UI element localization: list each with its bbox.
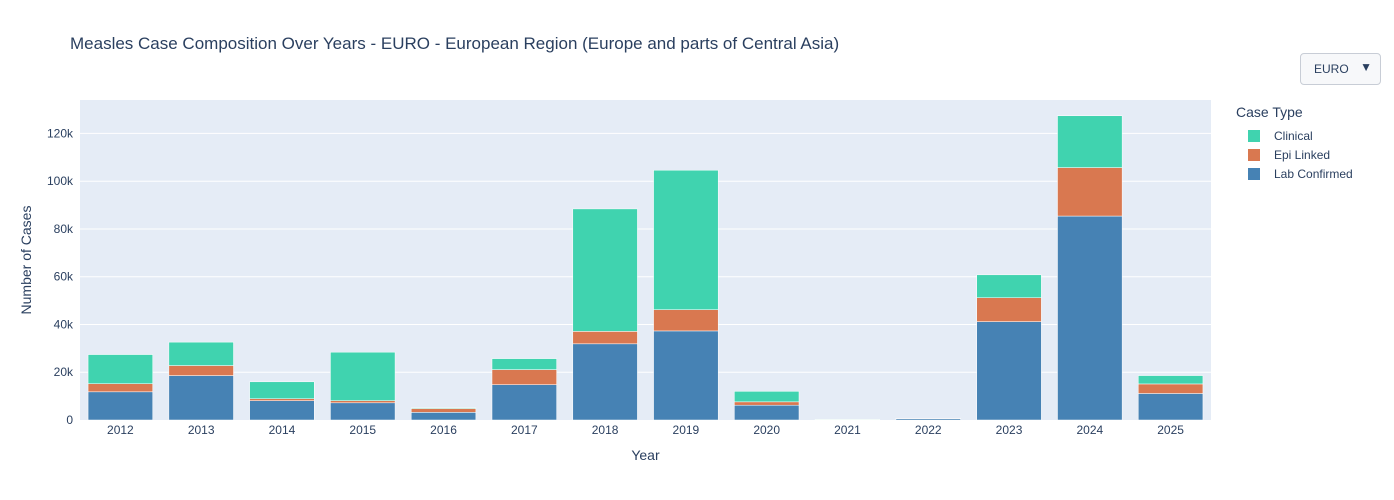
x-tick-label: 2014 [269,423,296,437]
y-tick-label: 0 [66,413,73,427]
bar-clinical-2020[interactable] [734,391,800,403]
bar-lab-confirmed-2012[interactable] [87,391,153,421]
x-tick-label: 2024 [1076,423,1103,437]
y-axis-title: Number of Cases [18,206,34,315]
bar-clinical-2018[interactable] [572,208,638,332]
y-tick-label: 100k [47,174,74,188]
legend-swatch-clinical [1248,129,1260,142]
bar-lab-confirmed-2014[interactable] [249,400,315,421]
x-tick-label: 2015 [349,423,376,437]
legend: Case Type Clinical Epi Linked Lab Confir… [1236,104,1353,183]
bar-lab-confirmed-2024[interactable] [1057,215,1123,421]
x-tick-label: 2019 [673,423,700,437]
chevron-down-icon: ▼ [1360,60,1372,74]
x-tick-label: 2020 [753,423,780,437]
bar-epi-linked-2016[interactable] [410,408,477,413]
bar-epi-linked-2012[interactable] [87,383,153,393]
bar-epi-linked-2025[interactable] [1138,383,1204,394]
x-tick-label: 2016 [430,423,457,437]
x-tick-label: 2022 [915,423,942,437]
bar-lab-confirmed-2019[interactable] [653,330,719,421]
y-tick-labels: 0 20k 40k 60k 80k 100k 120k [47,126,74,427]
x-tick-label: 2023 [996,423,1023,437]
bar-epi-linked-2023[interactable] [976,297,1042,322]
bar-clinical-2019[interactable] [653,169,719,310]
bars [87,115,1204,421]
bar-epi-linked-2015[interactable] [330,400,396,404]
bar-clinical-2016[interactable] [410,407,477,409]
bar-lab-confirmed-2023[interactable] [976,321,1042,421]
legend-swatch-epi-linked [1248,148,1260,161]
chart-title: Measles Case Composition Over Years - EU… [70,34,840,53]
bar-epi-linked-2019[interactable] [653,309,719,332]
region-dropdown[interactable]: EURO ▼ [1300,53,1381,85]
y-tick-label: 40k [54,317,74,331]
bar-lab-confirmed-2020[interactable] [734,404,800,421]
legend-swatch-lab-confirmed [1248,167,1260,180]
bar-lab-confirmed-2015[interactable] [330,402,396,421]
bar-clinical-2024[interactable] [1057,115,1123,168]
region-dropdown-label: EURO [1314,62,1349,76]
bar-lab-confirmed-2025[interactable] [1138,393,1204,421]
bar-epi-linked-2017[interactable] [491,369,557,385]
bar-clinical-2013[interactable] [168,341,234,366]
bar-clinical-2015[interactable] [330,351,396,401]
y-tick-label: 120k [47,126,74,140]
bar-epi-linked-2024[interactable] [1057,167,1123,217]
bar-clinical-2023[interactable] [976,274,1042,298]
legend-label-epi-linked: Epi Linked [1274,147,1331,162]
bar-clinical-2012[interactable] [87,354,153,384]
x-axis-title: Year [631,447,660,463]
bar-clinical-2025[interactable] [1138,375,1204,385]
bar-epi-linked-2018[interactable] [572,331,638,345]
bar-lab-confirmed-2013[interactable] [168,375,234,421]
x-tick-label: 2017 [511,423,538,437]
bar-lab-confirmed-2018[interactable] [572,343,638,421]
y-tick-label: 60k [54,270,74,284]
bar-clinical-2014[interactable] [249,381,315,399]
legend-item-lab-confirmed[interactable]: Lab Confirmed [1248,164,1353,183]
legend-item-epi-linked[interactable]: Epi Linked [1248,145,1353,164]
y-tick-label: 80k [54,222,74,236]
x-tick-label: 2021 [834,423,861,437]
bar-epi-linked-2013[interactable] [168,365,234,376]
legend-item-clinical[interactable]: Clinical [1248,126,1353,145]
bar-epi-linked-2014[interactable] [249,398,315,401]
bar-lab-confirmed-2017[interactable] [491,384,557,421]
x-tick-label: 2025 [1157,423,1184,437]
x-tick-label: 2018 [592,423,619,437]
bar-lab-confirmed-2016[interactable] [410,412,477,421]
legend-title: Case Type [1236,104,1303,120]
bar-epi-linked-2020[interactable] [734,401,800,406]
y-tick-label: 20k [54,365,74,379]
x-tick-labels: 2012 2013 2014 2015 2016 2017 2018 2019 2020 2021… [107,423,1184,437]
x-tick-label: 2013 [188,423,215,437]
bar-clinical-2017[interactable] [491,358,557,370]
legend-label-clinical: Clinical [1274,128,1313,143]
legend-label-lab-confirmed: Lab Confirmed [1274,166,1353,181]
x-tick-label: 2012 [107,423,134,437]
